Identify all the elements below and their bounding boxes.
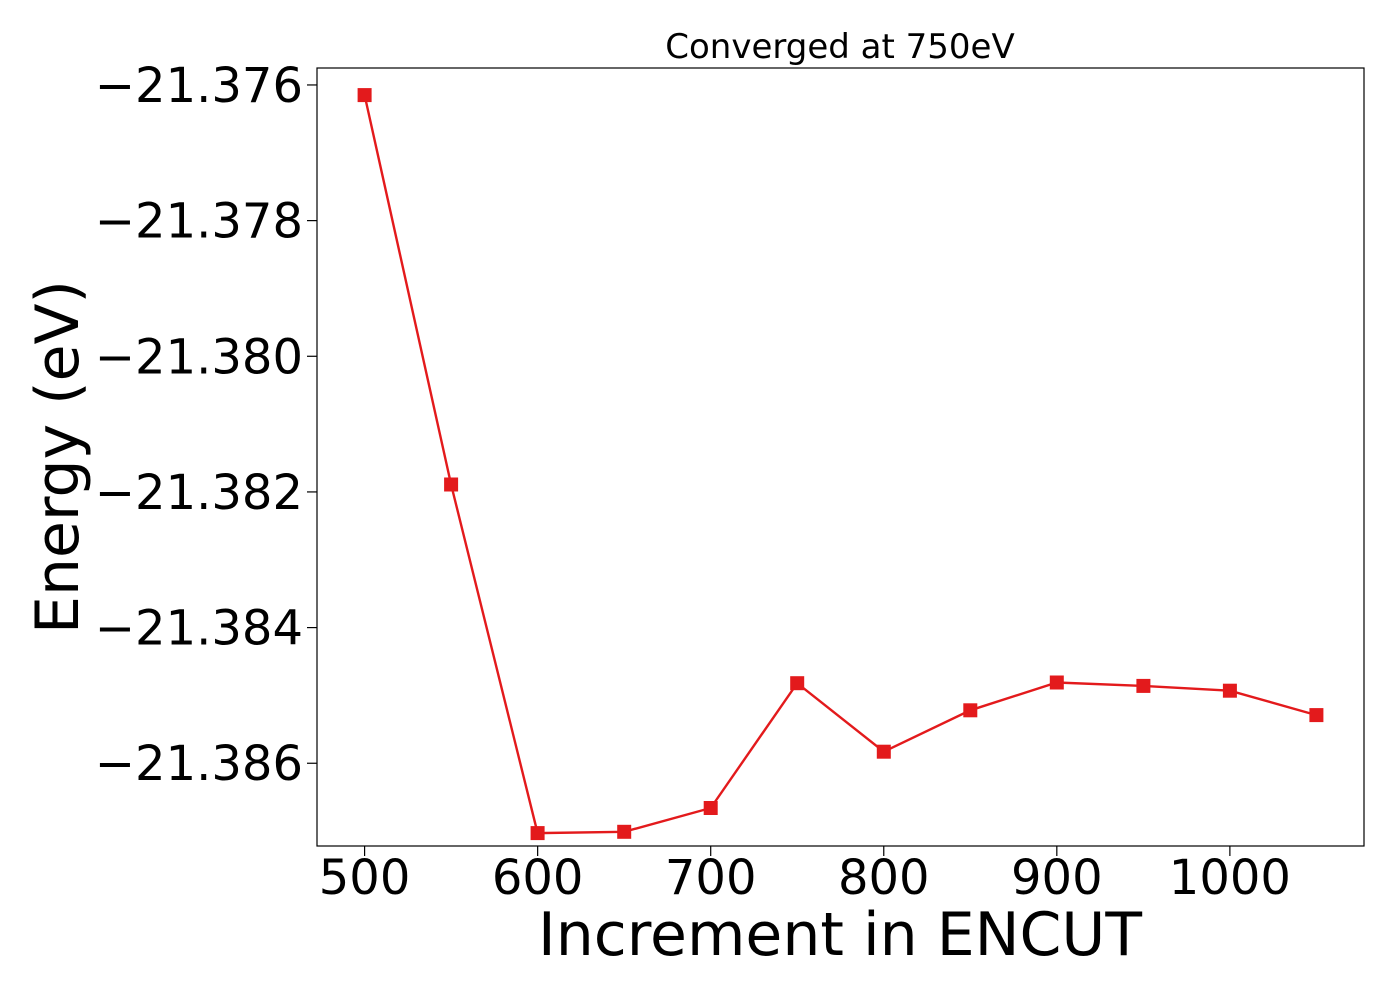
data-point-marker bbox=[617, 824, 632, 839]
data-point-marker bbox=[1136, 678, 1151, 693]
plot-area-frame bbox=[316, 67, 1365, 847]
y-tick-label: −21.384 bbox=[95, 601, 303, 657]
y-axis: −21.376 −21.378 −21.380 −21.382 −21.384 −21.3… bbox=[95, 58, 317, 792]
series-line bbox=[363, 94, 1317, 835]
data-point-marker bbox=[1049, 675, 1064, 690]
series-layer bbox=[357, 88, 1324, 841]
y-tick-label: −21.386 bbox=[95, 736, 303, 792]
x-tick-label: 500 bbox=[319, 850, 411, 906]
x-tick-label: 600 bbox=[492, 850, 584, 906]
x-tick-label: 900 bbox=[1011, 850, 1103, 906]
y-tick-label: −21.378 bbox=[95, 194, 303, 250]
data-point-marker bbox=[963, 703, 978, 718]
x-axis-label: Increment in ENCUT bbox=[538, 900, 1142, 970]
data-point-marker bbox=[357, 88, 372, 103]
data-point-marker bbox=[530, 826, 545, 841]
y-tick-label: −21.376 bbox=[95, 58, 303, 114]
x-axis: 500 600 700 800 900 1000 bbox=[319, 846, 1291, 906]
x-tick-label: 1000 bbox=[1169, 850, 1291, 906]
data-point-marker bbox=[876, 744, 891, 759]
y-tick-label: −21.380 bbox=[95, 329, 303, 385]
x-tick-label: 800 bbox=[838, 850, 930, 906]
data-point-marker bbox=[1309, 708, 1324, 723]
chart-title: Converged at 750eV bbox=[665, 27, 1014, 67]
y-axis-label: Energy (eV) bbox=[23, 280, 93, 634]
x-tick-label: 700 bbox=[665, 850, 757, 906]
data-point-marker bbox=[1222, 683, 1237, 698]
data-point-marker bbox=[444, 477, 459, 492]
y-tick-label: −21.382 bbox=[95, 465, 303, 521]
data-point-marker bbox=[790, 676, 805, 691]
data-point-marker bbox=[703, 801, 718, 815]
